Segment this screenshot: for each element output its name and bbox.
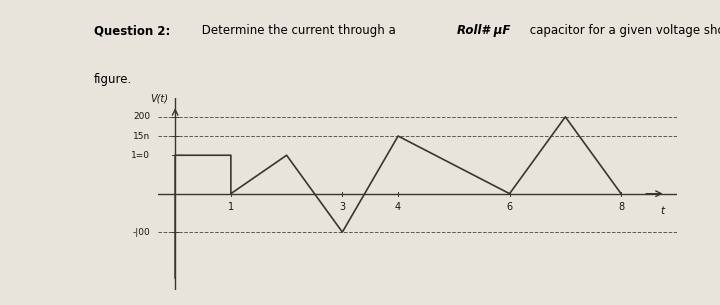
- Text: t: t: [661, 206, 665, 216]
- Text: 3: 3: [339, 202, 346, 212]
- Text: 15n: 15n: [132, 131, 150, 141]
- Text: 6: 6: [506, 202, 513, 212]
- Text: capacitor for a given voltage shown in the following: capacitor for a given voltage shown in t…: [526, 24, 720, 38]
- Text: Question 2:: Question 2:: [94, 24, 170, 38]
- Text: 1=0: 1=0: [131, 151, 150, 160]
- Text: 4: 4: [395, 202, 401, 212]
- Text: Roll# μF: Roll# μF: [457, 24, 510, 38]
- Text: V(t): V(t): [150, 93, 168, 103]
- Text: 1: 1: [228, 202, 234, 212]
- Text: Determine the current through a: Determine the current through a: [198, 24, 400, 38]
- Text: 8: 8: [618, 202, 624, 212]
- Text: -|00: -|00: [132, 228, 150, 237]
- Text: 200: 200: [133, 112, 150, 121]
- Text: figure.: figure.: [94, 73, 132, 86]
